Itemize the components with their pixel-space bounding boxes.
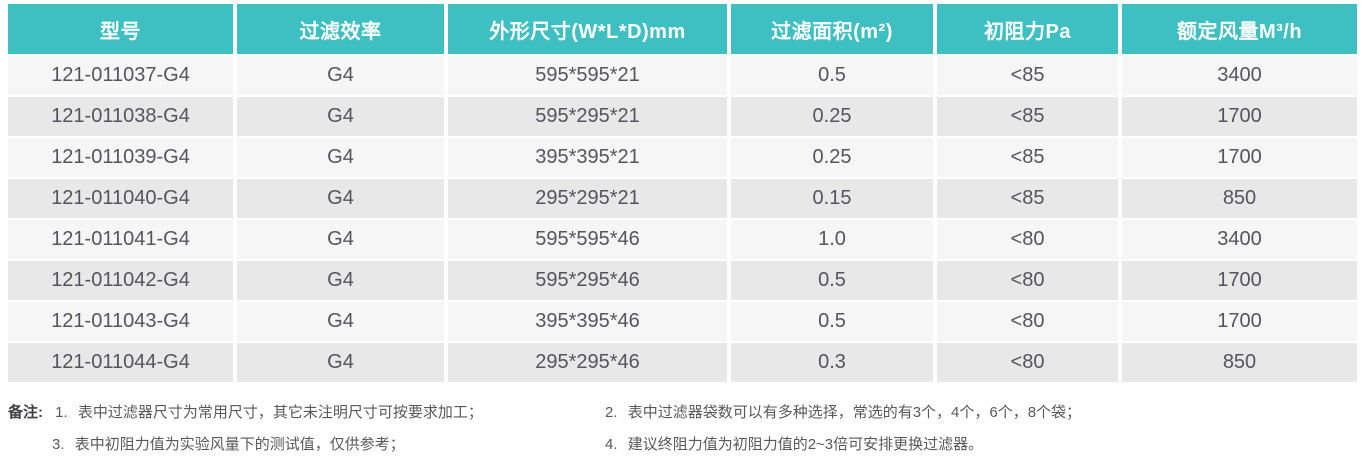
table-cell: 1.0 [731,220,933,259]
column-header: 外形尺寸(W*L*D)mm [448,4,727,54]
table-cell: 121-011042-G4 [8,261,233,300]
table-cell: <80 [937,343,1118,382]
table-cell: 0.5 [731,56,933,95]
column-header: 过滤效率 [237,4,444,54]
column-header: 额定风量M³/h [1122,4,1357,54]
table-cell: <80 [937,302,1118,341]
notes-label: 备注: [8,404,43,421]
table-cell: 1700 [1122,97,1357,136]
table-cell: G4 [237,97,444,136]
table-cell: <80 [937,220,1118,259]
table-cell: 0.25 [731,97,933,136]
table-cell: 0.3 [731,343,933,382]
table-cell: 3400 [1122,220,1357,259]
column-header: 过滤面积(m²) [731,4,933,54]
table-cell: 1700 [1122,302,1357,341]
table-cell: 121-011044-G4 [8,343,233,382]
note-number: 2. [605,404,618,421]
note-number: 3. [52,436,65,453]
table-cell: G4 [237,179,444,218]
table-cell: G4 [237,343,444,382]
table-cell: 595*595*46 [448,220,727,259]
note-line-1: 备注: 1. 表中过滤器尺寸为常用尺寸，其它未注明尺寸可按要求加工； [8,397,605,429]
table-cell: 395*395*21 [448,138,727,177]
column-header: 初阻力Pa [937,4,1118,54]
table-cell: 850 [1122,343,1357,382]
table-cell: <85 [937,56,1118,95]
note-text: 表中过滤器袋数可以有多种选择，常选的有3个，4个，6个，8个袋； [627,404,1082,421]
note-text: 建议终阻力值为初阻力值的2~3倍可安排更换过滤器。 [627,436,984,453]
table-cell: 3400 [1122,56,1357,95]
table-cell: G4 [237,261,444,300]
table-cell: <80 [937,261,1118,300]
notes-section: 备注: 1. 表中过滤器尺寸为常用尺寸，其它未注明尺寸可按要求加工； 3. 表中… [8,397,1357,457]
filter-spec-table: 型号 过滤效率 外形尺寸(W*L*D)mm 过滤面积(m²) 初阻力Pa 额定风量M³/h… [8,4,1357,382]
column-header: 型号 [8,4,233,54]
table-cell: 1700 [1122,261,1357,300]
table-cell: 121-011038-G4 [8,97,233,136]
note-number: 1. [55,404,68,421]
note-line-2: 2. 表中过滤器袋数可以有多种选择，常选的有3个，4个，6个，8个袋； [605,397,1357,429]
note-number: 4. [605,436,618,453]
table-cell: <85 [937,97,1118,136]
table-cell: G4 [237,56,444,95]
notes-left-column: 备注: 1. 表中过滤器尺寸为常用尺寸，其它未注明尺寸可按要求加工； 3. 表中… [8,397,605,457]
note-line-3: 3. 表中初阻力值为实验风量下的测试值，仅供参考； [8,429,605,457]
note-text: 表中初阻力值为实验风量下的测试值，仅供参考； [74,436,405,453]
table-cell: <85 [937,179,1118,218]
table-cell: 295*295*46 [448,343,727,382]
table-cell: 121-011039-G4 [8,138,233,177]
table-cell: 0.15 [731,179,933,218]
table-cell: 121-011037-G4 [8,56,233,95]
note-text: 表中过滤器尺寸为常用尺寸，其它未注明尺寸可按要求加工； [77,404,483,421]
table-cell: G4 [237,302,444,341]
table-cell: 121-011041-G4 [8,220,233,259]
table-cell: G4 [237,220,444,259]
table-cell: 850 [1122,179,1357,218]
table-cell: 595*595*21 [448,56,727,95]
table-cell: 395*395*46 [448,302,727,341]
notes-right-column: 2. 表中过滤器袋数可以有多种选择，常选的有3个，4个，6个，8个袋； 4. 建… [605,397,1357,457]
table-cell: G4 [237,138,444,177]
note-line-4: 4. 建议终阻力值为初阻力值的2~3倍可安排更换过滤器。 [605,429,1357,457]
table-cell: 121-011040-G4 [8,179,233,218]
table-cell: 0.25 [731,138,933,177]
table-cell: 1700 [1122,138,1357,177]
table-cell: 595*295*21 [448,97,727,136]
table-cell: 121-011043-G4 [8,302,233,341]
table-cell: 295*295*21 [448,179,727,218]
table-cell: 0.5 [731,302,933,341]
table-cell: 595*295*46 [448,261,727,300]
table-cell: 0.5 [731,261,933,300]
table-cell: <85 [937,138,1118,177]
